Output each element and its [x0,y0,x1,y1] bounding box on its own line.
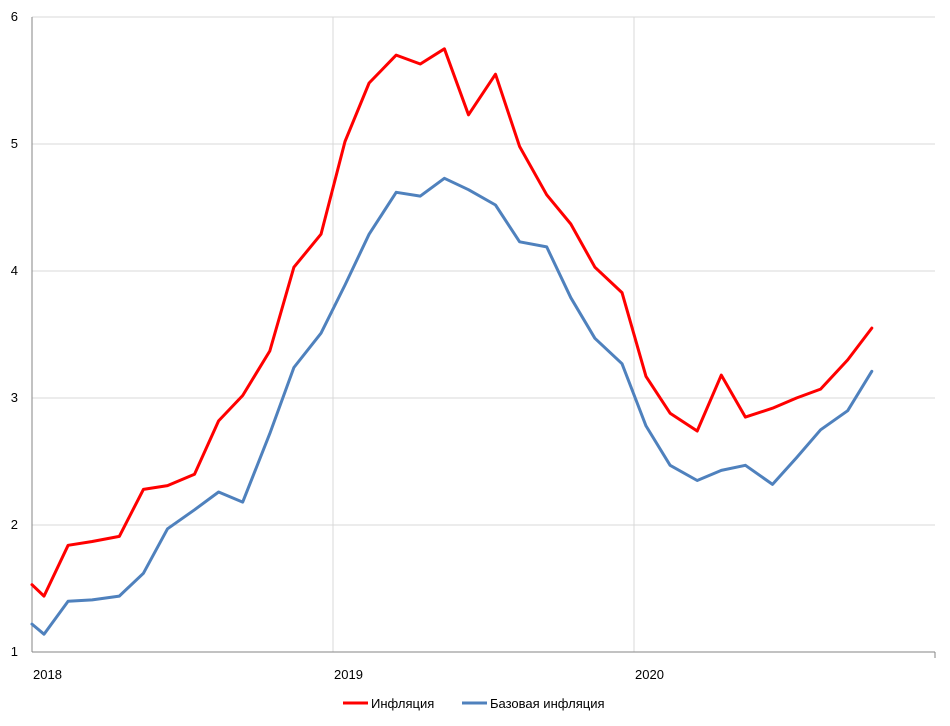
legend-label-inflation: Инфляция [371,696,434,711]
y-tick-label: 1 [11,644,18,659]
series-lines [30,47,874,636]
x-tick-label: 2020 [635,667,664,682]
y-tick-label: 2 [11,517,18,532]
y-tick-labels: 1 2 3 4 5 6 [11,9,18,659]
legend-label-core-inflation: Базовая инфляция [490,696,605,711]
axes [31,17,935,653]
y-tick-label: 6 [11,9,18,24]
series-line-inflation [30,47,874,598]
x-tick-labels: 2018 2019 2020 [33,652,936,682]
y-tick-label: 3 [11,390,18,405]
gridlines [32,16,935,652]
legend-item-inflation: Инфляция [343,696,434,711]
x-tick-label: 2018 [33,667,62,682]
legend: Инфляция Базовая инфляция [343,696,605,711]
y-tick-label: 5 [11,136,18,151]
y-tick-label: 4 [11,263,18,278]
x-tick-label: 2019 [334,667,363,682]
series-line-core-inflation [30,176,874,636]
legend-item-core-inflation: Базовая инфляция [462,696,605,711]
